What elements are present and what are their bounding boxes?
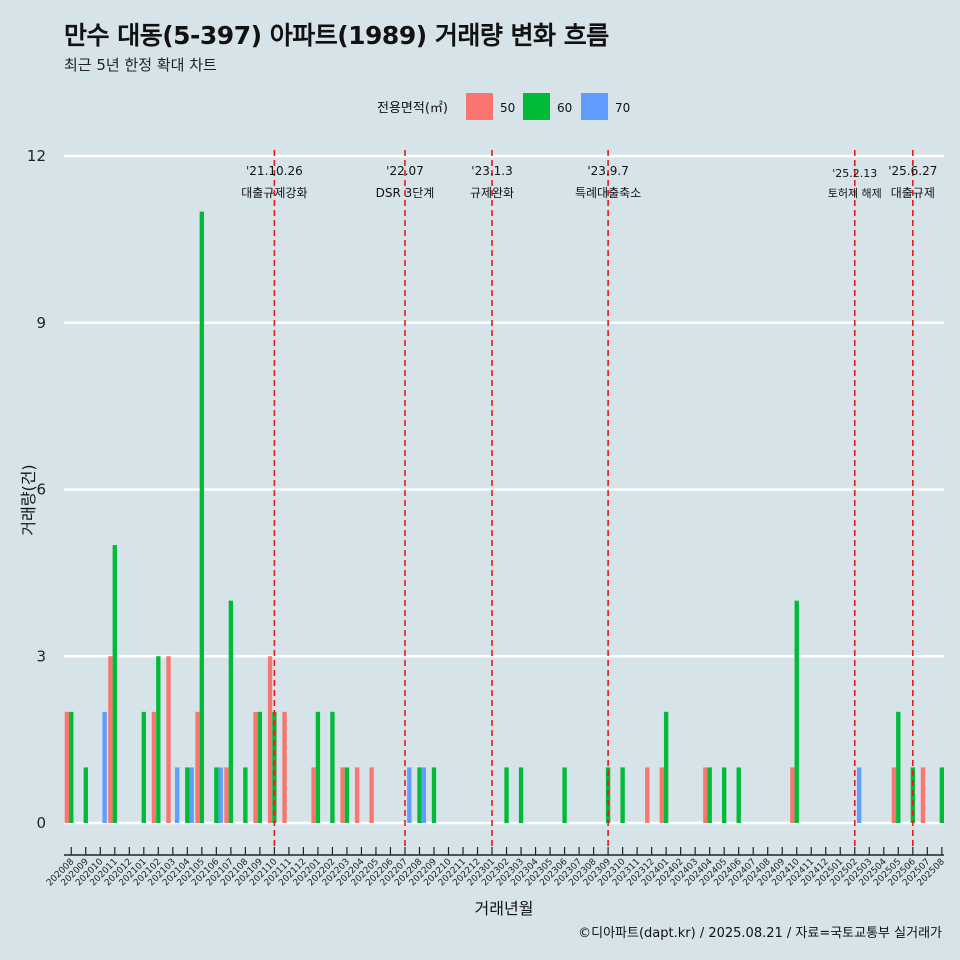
y-tick-label: 3 — [36, 647, 46, 665]
bar-60-202107 — [228, 600, 234, 823]
bar-60-202105 — [199, 211, 205, 824]
bar-70-202207 — [407, 767, 412, 823]
bar-60-202302 — [504, 767, 509, 823]
bar-60-202405 — [722, 767, 727, 823]
bar-70-202104 — [189, 767, 194, 823]
event-date: '25.6.27 — [888, 164, 937, 178]
bar-60-202505 — [896, 711, 901, 823]
bar-50-202203 — [340, 767, 345, 823]
bar-60-202203 — [344, 767, 350, 823]
bar-60-202101 — [141, 711, 146, 823]
event-date: '23.9.7 — [587, 164, 628, 178]
bar-50-202201 — [311, 767, 316, 823]
event-label: 특례대출축소 — [575, 186, 641, 200]
bar-70-202010 — [102, 711, 107, 823]
bar-50-202109 — [253, 711, 258, 823]
event-date: '25.2.13 — [832, 167, 877, 180]
legend-label-60: 60 — [557, 101, 572, 115]
bar-50-202507 — [920, 767, 926, 823]
y-tick-label: 0 — [36, 814, 46, 832]
bar-50-202204 — [354, 767, 360, 823]
event-label: 규제완화 — [470, 186, 514, 200]
bar-70-202502 — [856, 767, 862, 823]
bar-60-202102 — [156, 656, 161, 823]
bar-60-202404 — [707, 767, 712, 823]
bar-60-202306 — [562, 767, 567, 823]
source-caption: ©디아파트(dapt.kr) / 2025.08.21 / 자료=국토교통부 실… — [578, 926, 942, 941]
legend-swatch-70 — [581, 93, 608, 120]
bar-60-202109 — [257, 711, 263, 823]
x-axis-title: 거래년월 — [475, 899, 534, 918]
bar-60-202209 — [431, 767, 437, 823]
bar-50-202505 — [891, 767, 897, 823]
y-tick-label: 12 — [27, 147, 46, 165]
event-date: '23.1.3 — [471, 164, 512, 178]
bar-60-202110 — [272, 711, 277, 823]
bar-50-202312 — [645, 767, 650, 823]
bar-50-202008 — [64, 711, 70, 823]
bar-70-202208 — [421, 767, 427, 823]
bar-50-202107 — [224, 767, 229, 823]
bar-50-202404 — [703, 767, 708, 823]
bar-60-202009 — [83, 767, 88, 823]
bar-60-202303 — [518, 767, 524, 823]
bar-60-202410 — [794, 600, 799, 823]
bar-70-202103 — [174, 767, 180, 823]
bar-60-202406 — [736, 767, 741, 823]
bar-50-202110 — [267, 656, 273, 823]
bar-60-202201 — [315, 711, 321, 823]
y-tick-label: 6 — [36, 481, 46, 499]
chart-title: 만수 대동(5-397) 아파트(1989) 거래량 변화 흐름 — [64, 21, 609, 50]
bar-50-202205 — [369, 767, 374, 823]
bar-60-202508 — [939, 767, 944, 823]
bar-60-202202 — [330, 711, 335, 823]
y-axis-title: 거래량(건) — [19, 464, 38, 535]
event-label: 대출규제강화 — [241, 186, 307, 200]
legend-swatch-60 — [523, 93, 550, 120]
bar-50-202011 — [108, 656, 113, 823]
bar-60-202108 — [243, 767, 248, 823]
bar-60-202106 — [214, 767, 219, 823]
bar-50-202410 — [790, 767, 795, 823]
bar-50-202105 — [195, 711, 200, 823]
bar-50-202102 — [151, 711, 157, 823]
event-label: 토허제 해제 — [828, 186, 882, 200]
bar-50-202103 — [166, 656, 171, 823]
bar-60-202208 — [417, 767, 422, 823]
bar-70-202106 — [218, 767, 223, 823]
bar-60-202401 — [663, 711, 669, 823]
legend-swatch-50 — [466, 93, 493, 120]
bar-60-202008 — [69, 711, 74, 823]
bar-60-202011 — [112, 545, 117, 823]
bar-50-202111 — [282, 711, 287, 823]
bar-60-202310 — [620, 767, 625, 823]
event-label: DSR 3단계 — [376, 186, 435, 200]
legend-title: 전용면적(㎡) — [377, 101, 448, 116]
event-date: '22.07 — [386, 164, 424, 178]
y-tick-label: 9 — [36, 314, 46, 332]
legend-label-70: 70 — [615, 101, 630, 115]
chart-subtitle: 최근 5년 한정 확대 차트 — [64, 56, 217, 74]
event-label: 대출규제 — [891, 186, 935, 200]
event-date: '21.10.26 — [246, 164, 303, 178]
bar-50-202401 — [659, 767, 664, 823]
legend-label-50: 50 — [500, 101, 515, 115]
bar-60-202104 — [185, 767, 190, 823]
